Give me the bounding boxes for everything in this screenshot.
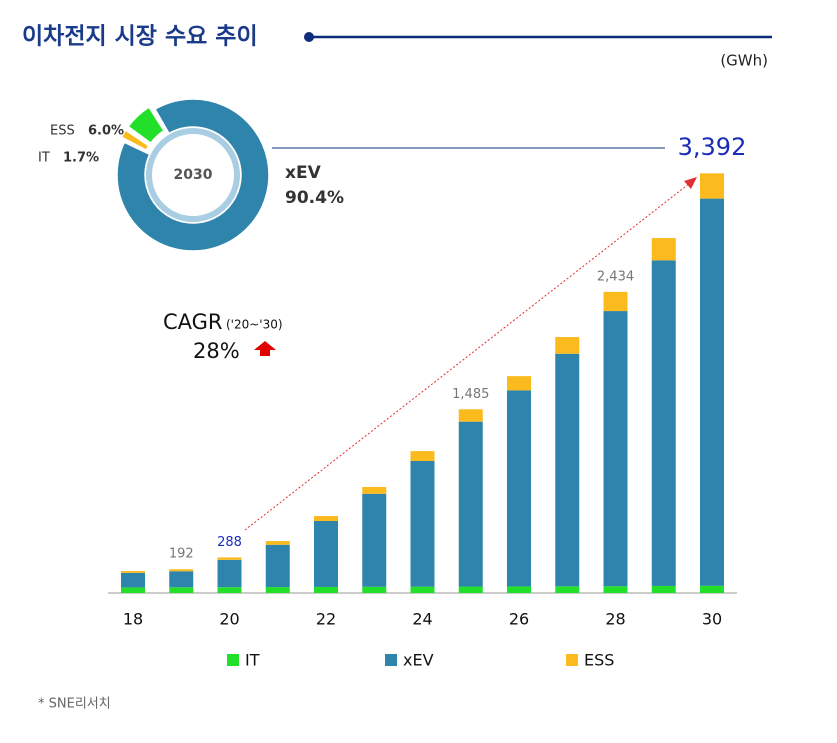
- chart-title: 이차전지 시장 수요 추이: [22, 24, 258, 50]
- bar-segment: [314, 516, 338, 521]
- x-tick-label: 20: [219, 610, 239, 629]
- cagr-label: CAGR: [163, 310, 223, 334]
- total-label: 192: [169, 547, 194, 562]
- donut-value: 6.0%: [88, 124, 124, 139]
- bar-segment: [458, 586, 483, 593]
- bar-segment: [603, 311, 628, 587]
- bar-segment: [169, 569, 194, 572]
- donut-category: xEV: [285, 163, 322, 183]
- bar-segment: [265, 544, 290, 588]
- bar-segment: [603, 586, 628, 593]
- donut-slice: [116, 98, 270, 252]
- donut-slice: [127, 106, 165, 145]
- legend-swatch: [385, 654, 397, 666]
- x-tick-label: 24: [412, 610, 432, 629]
- bar-segment: [700, 173, 724, 199]
- x-tick-label: 26: [509, 610, 529, 629]
- bar-segment: [217, 559, 242, 588]
- up-arrow: [254, 341, 276, 356]
- legend-swatch: [566, 654, 578, 666]
- trend-arrow-head: [684, 177, 697, 189]
- x-tick-label: 18: [123, 610, 143, 629]
- bar-segment: [555, 353, 580, 587]
- bar-segment: [362, 486, 387, 494]
- x-tick-label: 22: [316, 610, 336, 629]
- legend-label: ESS: [584, 651, 614, 670]
- x-tick-label: 30: [702, 610, 722, 629]
- bar-segment: [265, 587, 290, 593]
- total-label: 1,485: [452, 387, 489, 402]
- total-label: 288: [217, 535, 242, 550]
- bar-segment: [458, 421, 483, 587]
- bar-segment: [169, 571, 194, 588]
- bar-segment: [217, 587, 242, 593]
- legend-swatch: [227, 654, 239, 666]
- bar-segment: [121, 572, 145, 588]
- donut-slice: [120, 129, 150, 152]
- legend-label: xEV: [403, 651, 434, 670]
- bar-segment: [700, 585, 724, 593]
- cagr-rate: 28%: [193, 339, 240, 363]
- bar-segment: [121, 570, 145, 573]
- bar-segment: [700, 198, 724, 586]
- bar-segment: [651, 585, 676, 593]
- bar-segment: [458, 409, 483, 422]
- bar-segment: [555, 586, 580, 593]
- total-label: 2,434: [597, 269, 634, 284]
- unit-label: (GWh): [720, 52, 768, 70]
- bar-segment: [555, 337, 580, 354]
- total-label: 3,392: [678, 133, 747, 161]
- bar-segment: [362, 586, 387, 593]
- bar-segment: [507, 376, 531, 391]
- bar-segment: [651, 238, 676, 261]
- bar-segment: [651, 260, 676, 586]
- x-tick-label: 28: [605, 610, 625, 629]
- bar-segment: [603, 291, 628, 312]
- bar-segment: [362, 493, 387, 587]
- bar-segment: [169, 587, 194, 593]
- source: * SNE리서치: [38, 697, 111, 712]
- legend-label: IT: [245, 651, 260, 670]
- bar-segment: [507, 586, 531, 593]
- donut-category: IT: [38, 151, 50, 166]
- bar-segment: [410, 451, 435, 461]
- bar-segment: [314, 520, 338, 587]
- donut-value: 90.4%: [285, 188, 344, 208]
- bar-segment: [314, 586, 338, 593]
- bar-segment: [507, 390, 531, 587]
- bar-segment: [410, 586, 435, 593]
- donut-inner-ring: [146, 128, 240, 222]
- bar-segment: [410, 460, 435, 587]
- donut-category: ESS: [50, 124, 75, 139]
- bar-segment: [265, 541, 290, 545]
- donut-center-label: 2030: [174, 167, 213, 183]
- bar-segment: [121, 587, 145, 593]
- bar-segment: [217, 557, 242, 560]
- donut-value: 1.7%: [63, 151, 99, 166]
- cagr-period: ('20~'30): [226, 318, 283, 332]
